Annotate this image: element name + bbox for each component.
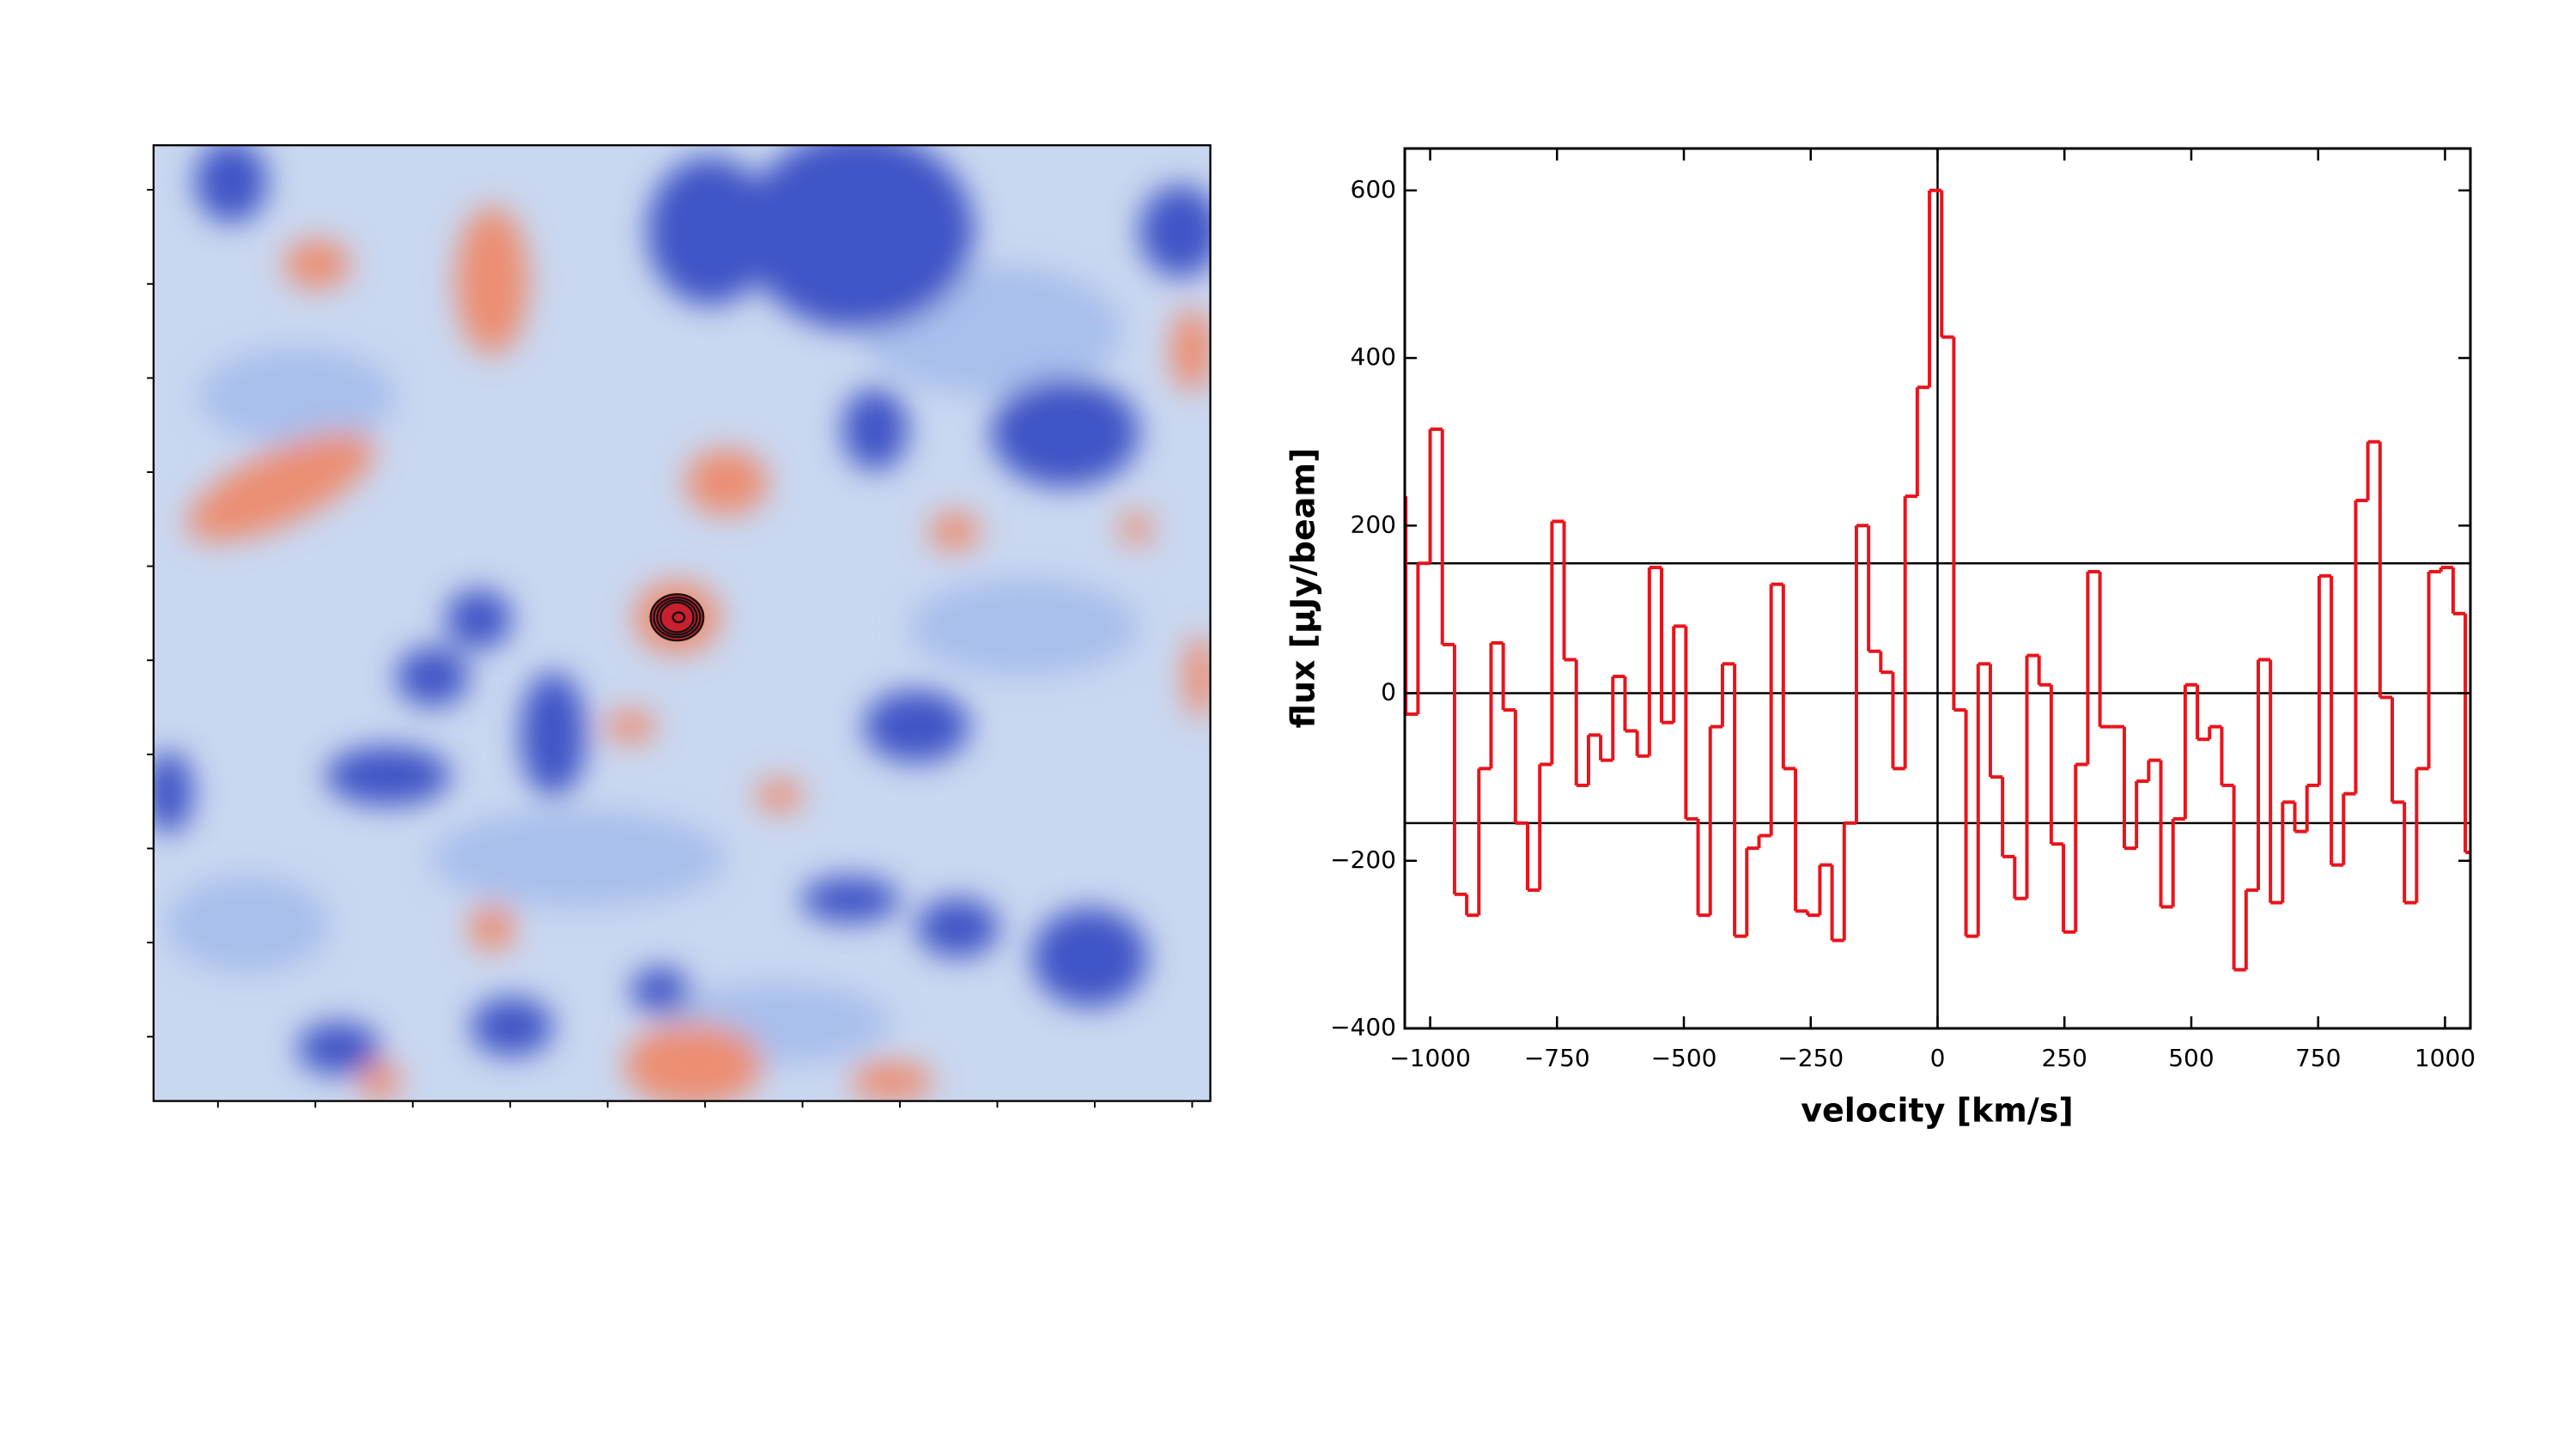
plot-frame bbox=[1403, 147, 2472, 1030]
x-tick-label: 250 bbox=[2042, 1044, 2087, 1072]
x-tick-label: 1000 bbox=[2415, 1044, 2476, 1072]
x-tick-label: 0 bbox=[1930, 1044, 1946, 1072]
x-axis-label: velocity [km/s] bbox=[1801, 1092, 2074, 1130]
y-tick-label: 0 bbox=[1381, 678, 1396, 706]
y-tick-label: −200 bbox=[1330, 846, 1396, 874]
y-tick-label: 600 bbox=[1351, 175, 1396, 203]
x-tick-label: −500 bbox=[1651, 1044, 1717, 1072]
x-tick-label: −1000 bbox=[1389, 1044, 1471, 1072]
x-tick-label: −250 bbox=[1777, 1044, 1844, 1072]
plot-area bbox=[1405, 149, 2470, 1028]
y-tick-label: −400 bbox=[1330, 1013, 1396, 1041]
x-tick-label: 750 bbox=[2295, 1044, 2341, 1072]
y-axis-label: flux [μJy/beam] bbox=[1285, 448, 1322, 729]
spectrum-plot: −1000 −750 −500 −250 0 250 500 750 1000 −400 −200 0… bbox=[1330, 147, 2476, 1072]
y-tick-label: 400 bbox=[1351, 343, 1396, 371]
x-tick-label: −750 bbox=[1524, 1044, 1590, 1072]
x-tick-label: 500 bbox=[2168, 1044, 2214, 1072]
y-tick-label: 200 bbox=[1351, 510, 1396, 538]
sky-map bbox=[147, 144, 1212, 1108]
